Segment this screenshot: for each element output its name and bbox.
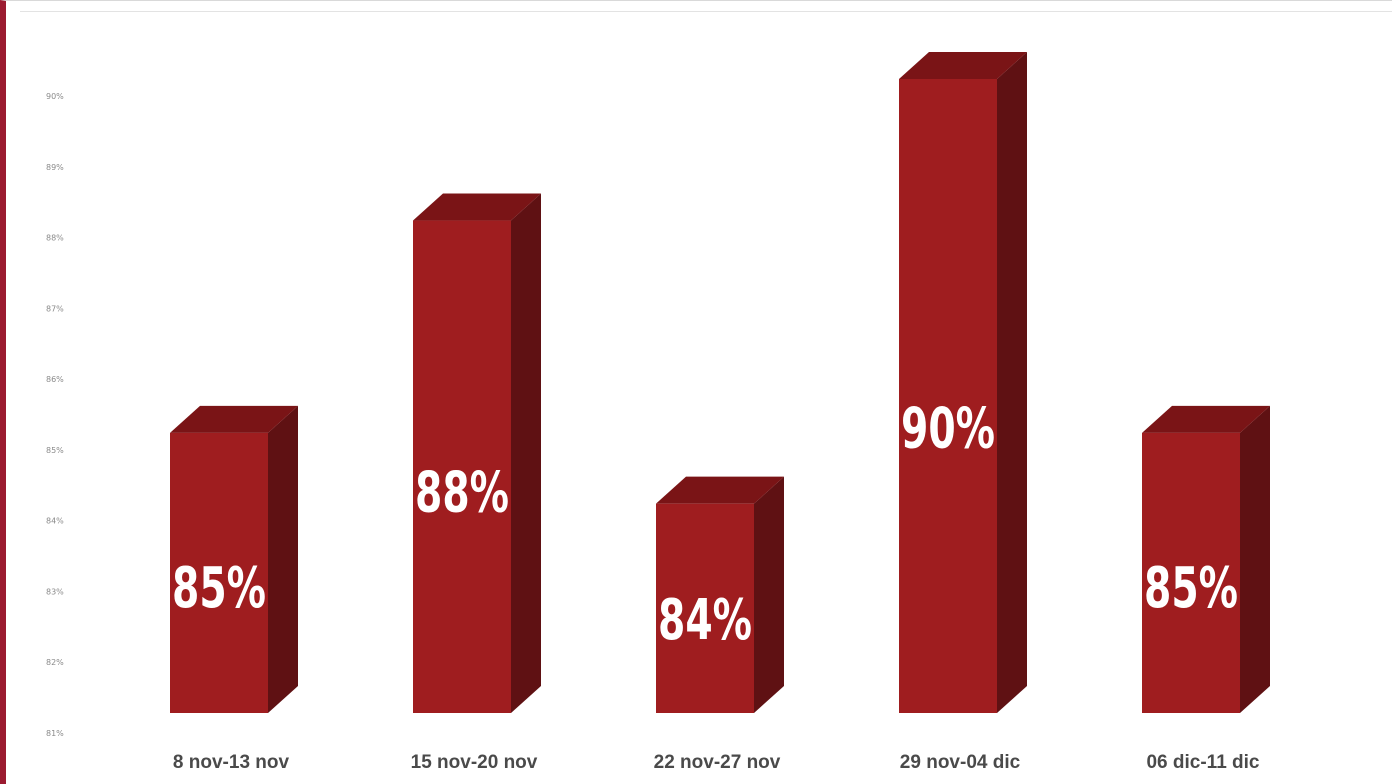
y-tick-label: 87%	[46, 304, 64, 313]
y-tick-label: 86%	[46, 375, 64, 384]
bar: 85%	[170, 405, 298, 713]
y-tick-label: 88%	[46, 234, 64, 243]
top-rule	[20, 11, 1392, 12]
bar: 85%	[1142, 405, 1270, 713]
y-tick-label: 84%	[46, 517, 64, 526]
y-tick-label: 90%	[46, 92, 64, 101]
x-category-label: 15 nov-20 nov	[411, 752, 538, 773]
bar-value-label: 90%	[901, 397, 995, 462]
bar-value-label: 88%	[415, 460, 509, 525]
bar-value-label: 85%	[1144, 556, 1238, 621]
bar-side-face	[511, 193, 541, 714]
bar-front-face	[899, 79, 997, 713]
bar-top-face	[170, 405, 298, 433]
y-tick-label: 89%	[46, 163, 64, 172]
y-tick-label: 83%	[46, 587, 64, 596]
bars: 85% 88% 84% 90% 85%	[170, 52, 1270, 714]
bar-front-face	[413, 220, 511, 714]
bar-top-face	[413, 193, 541, 221]
bar-side-face	[1240, 405, 1270, 713]
bar-value-label: 85%	[172, 556, 266, 621]
x-category-label: 29 nov-04 dic	[900, 752, 1021, 773]
bar-side-face	[268, 405, 298, 713]
x-category-label: 22 nov-27 nov	[654, 752, 781, 773]
y-tick-label: 82%	[46, 658, 64, 667]
bar-front-face	[170, 432, 268, 713]
bar: 84%	[656, 476, 784, 713]
x-axis-labels: 8 nov-13 nov 15 nov-20 nov 22 nov-27 nov 29…	[173, 752, 1260, 773]
bar-value-label: 84%	[658, 588, 752, 653]
x-category-label: 8 nov-13 nov	[173, 752, 290, 773]
bar-top-face	[656, 476, 784, 504]
bar-top-face	[899, 52, 1027, 79]
x-category-label: 06 dic-11 dic	[1146, 752, 1259, 773]
bar-top-face	[1142, 405, 1270, 433]
bar-side-face	[754, 476, 784, 713]
bar-front-face	[656, 503, 754, 713]
bar-front-face	[1142, 432, 1240, 713]
y-tick-label: 85%	[46, 446, 64, 455]
y-tick-label: 81%	[46, 729, 64, 738]
bar: 90%	[899, 52, 1027, 713]
bar-side-face	[997, 52, 1027, 713]
bar: 88%	[413, 193, 541, 714]
y-axis-ticks: 81% 82% 83% 84% 85% 86% 87% 88% 89% 90%	[46, 92, 64, 738]
